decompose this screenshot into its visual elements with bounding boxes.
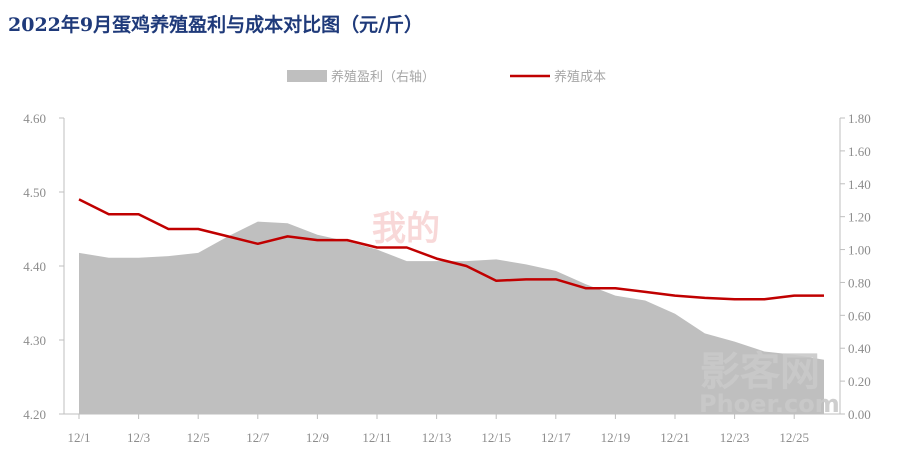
left-tick-label: 4.40 [23,259,46,274]
x-tick-label: 12/19 [601,430,631,445]
x-tick-label: 12/11 [362,430,391,445]
chart-title: 2022年9月蛋鸡养殖盈利与成本对比图（元/斤） [8,14,424,36]
profit-area [79,221,824,414]
center-watermark-text: 我的 [372,209,440,249]
x-tick-label: 12/1 [67,430,90,445]
right-tick-label: 0.80 [848,275,871,290]
right-tick-label: 0.40 [848,341,871,356]
right-tick-label: 0.60 [848,308,871,323]
right-tick-label: 0.00 [848,407,871,422]
left-tick-label: 4.50 [23,185,46,200]
legend: 养殖盈利（右轴） 养殖成本 [287,69,606,85]
right-tick-label: 1.20 [848,210,871,225]
x-tick-label: 12/3 [127,430,150,445]
x-tick-label: 12/13 [422,430,452,445]
cost-line [78,198,824,301]
right-tick-label: 1.00 [848,243,871,258]
x-tick-label: 12/21 [660,430,690,445]
x-tick-label: 12/7 [246,430,270,445]
right-tick-label: 0.20 [848,374,871,389]
legend-area-swatch [287,70,327,82]
brand-watermark-cn: 影客网 [700,349,820,395]
x-tick-label: 12/5 [187,430,210,445]
cost-line-layer [78,198,824,301]
x-tick-label: 12/9 [306,430,329,445]
center-watermark: 我的 [372,209,440,249]
right-tick-label: 1.80 [848,111,871,126]
profit-area-layer [79,221,824,414]
right-tick-label: 1.40 [848,177,871,192]
axes: 4.20 4.30 4.40 4.50 4.60 0.00 0.20 0.40 0.60 0.80… [23,111,871,445]
left-tick-label: 4.30 [23,333,46,348]
legend-line-label: 养殖成本 [554,69,606,85]
x-tick-label: 12/15 [481,430,511,445]
right-tick-label: 1.60 [848,144,871,159]
legend-area-label: 养殖盈利（右轴） [331,69,435,85]
brand-watermark-en: Phoer.com [699,390,840,418]
x-tick-label: 12/25 [779,430,809,445]
left-tick-label: 4.20 [23,407,46,422]
left-tick-label: 4.60 [23,111,46,126]
x-tick-label: 12/17 [541,430,571,445]
x-tick-label: 12/23 [720,430,750,445]
